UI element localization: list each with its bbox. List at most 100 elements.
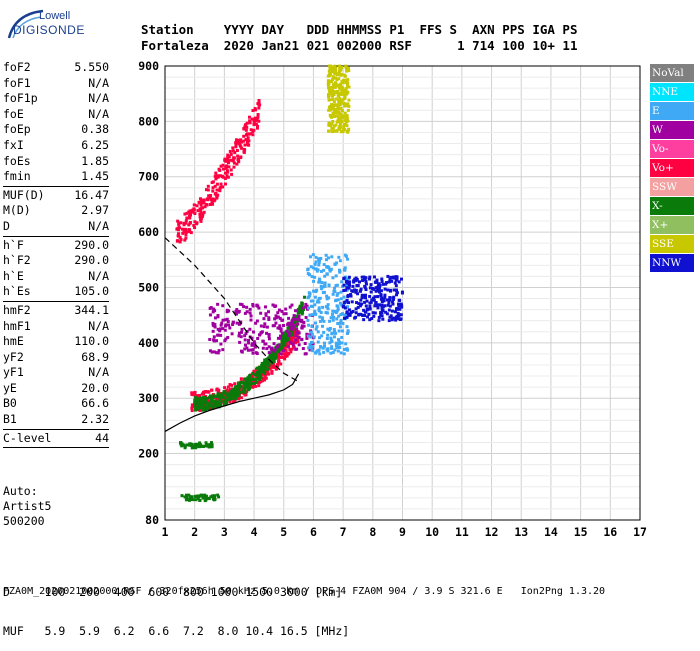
trace-point-sse bbox=[345, 114, 349, 118]
trace-point-nnw bbox=[355, 301, 359, 305]
trace-point-nnw bbox=[387, 280, 391, 284]
trace-point-nnw bbox=[370, 316, 374, 320]
trace-point-e bbox=[307, 334, 311, 338]
parameter-name: yE bbox=[3, 380, 17, 395]
trace-point-x bbox=[197, 494, 201, 498]
trace-point-w bbox=[251, 304, 255, 308]
trace-point-x bbox=[242, 381, 246, 385]
trace-point-w bbox=[221, 318, 225, 322]
parameter-name: h`F bbox=[3, 237, 24, 252]
parameter-value: 2.97 bbox=[81, 203, 109, 218]
trace-point-sse bbox=[344, 87, 348, 91]
trace-point-w bbox=[264, 313, 268, 317]
trace-point-nnw bbox=[392, 295, 396, 299]
trace-point-x bbox=[231, 391, 235, 395]
trace-point-vo bbox=[243, 143, 247, 147]
trace-point-sse bbox=[347, 127, 351, 131]
trace-point-x bbox=[209, 396, 213, 400]
trace-point-vo bbox=[248, 115, 252, 119]
trace-point-sse bbox=[334, 81, 338, 85]
trace-point-x bbox=[298, 304, 302, 308]
parameter-row: hmF1 N/A bbox=[3, 319, 109, 335]
trace-point-sse bbox=[337, 69, 341, 73]
trace-point-nnw bbox=[390, 279, 394, 283]
trace-point-nnw bbox=[400, 303, 404, 307]
trace-point-sse bbox=[337, 77, 341, 81]
trace-point-vo bbox=[257, 119, 261, 123]
trace-point-x bbox=[204, 398, 208, 402]
trace-point-sse bbox=[347, 69, 351, 73]
trace-point-x bbox=[286, 336, 290, 340]
trace-point-vo bbox=[225, 164, 229, 168]
trace-point-w bbox=[287, 331, 291, 335]
trace-point-e bbox=[320, 287, 324, 291]
trace-point-x bbox=[198, 498, 202, 502]
trace-point-x bbox=[211, 404, 215, 408]
trace-point-vo bbox=[208, 196, 212, 200]
trace-point-w bbox=[224, 323, 228, 327]
trace-point-e bbox=[339, 351, 343, 355]
trace-point-vo bbox=[242, 134, 246, 138]
trace-point-e bbox=[313, 262, 317, 266]
trace-point-w bbox=[217, 333, 221, 337]
trace-point-e bbox=[318, 352, 322, 356]
y-tick-label: 700 bbox=[138, 170, 159, 184]
trace-point-x bbox=[258, 371, 262, 375]
trace-point-x bbox=[187, 493, 191, 497]
trace-point-w bbox=[240, 303, 244, 307]
x-tick-label: 15 bbox=[574, 525, 588, 539]
trace-point-sse bbox=[340, 86, 344, 90]
trace-point-vo bbox=[277, 355, 281, 359]
trace-point-vo bbox=[257, 106, 261, 110]
trace-point-sse bbox=[342, 104, 346, 108]
trace-point-nnw bbox=[358, 289, 362, 293]
trace-point-vo bbox=[232, 165, 236, 169]
parameter-value: 44 bbox=[95, 430, 109, 445]
trace-point-vo bbox=[192, 223, 196, 227]
trace-point-w bbox=[251, 330, 255, 334]
trace-point-w bbox=[297, 335, 301, 339]
trace-point-e bbox=[307, 323, 311, 327]
trace-point-e bbox=[328, 326, 332, 330]
y-tick-label: 600 bbox=[138, 225, 159, 239]
trace-point-sse bbox=[326, 129, 330, 133]
trace-point-vo bbox=[231, 400, 235, 404]
trace-point-vo bbox=[202, 210, 206, 214]
trace-point-vo bbox=[285, 351, 289, 355]
trace-point-nnw bbox=[400, 290, 404, 294]
logo-text-lowell: Lowell bbox=[39, 10, 71, 22]
parameter-value: 6.25 bbox=[81, 137, 109, 152]
trace-point-vo bbox=[247, 139, 251, 143]
trace-point-nnw bbox=[393, 281, 397, 285]
trace-point-vo bbox=[240, 140, 244, 144]
trace-point-nnw bbox=[377, 315, 381, 319]
trace-point-e bbox=[320, 334, 324, 338]
parameter-row: B1 2.32 bbox=[3, 412, 109, 428]
trace-point-vo bbox=[220, 174, 224, 178]
trace-point-x bbox=[269, 352, 273, 356]
trace-point-x bbox=[233, 395, 237, 399]
trace-point-vo bbox=[201, 214, 205, 218]
trace-point-vo bbox=[188, 221, 192, 225]
trace-point-nnw bbox=[347, 281, 351, 285]
parameter-name: yF1 bbox=[3, 365, 24, 380]
trace-point-nnw bbox=[371, 311, 375, 315]
trace-point-e bbox=[325, 347, 329, 351]
trace-point-w bbox=[220, 321, 224, 325]
trace-point-e bbox=[320, 316, 324, 320]
trace-point-x bbox=[237, 387, 241, 391]
trace-point-vo bbox=[235, 162, 239, 166]
trace-point-x bbox=[260, 363, 264, 367]
trace-point-nnw bbox=[351, 289, 355, 293]
trace-point-vo bbox=[206, 184, 210, 188]
trace-point-sse bbox=[346, 119, 350, 123]
auto-label: Auto: bbox=[3, 484, 38, 498]
trace-point-vo bbox=[250, 117, 254, 121]
trace-point-w bbox=[217, 349, 221, 353]
trace-point-sse bbox=[347, 104, 351, 108]
auto-program: Artist5 bbox=[3, 499, 52, 513]
trace-point-vo bbox=[246, 143, 250, 147]
trace-point-vo bbox=[251, 109, 255, 113]
trace-point-sse bbox=[327, 95, 331, 99]
trace-point-nnw bbox=[359, 312, 363, 316]
